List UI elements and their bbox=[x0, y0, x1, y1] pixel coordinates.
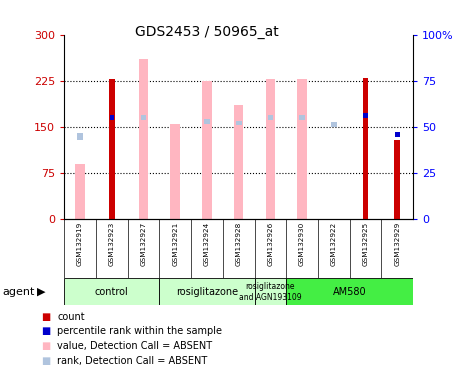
Text: count: count bbox=[57, 312, 85, 322]
Bar bbox=[159, 278, 255, 305]
Bar bbox=[109, 79, 115, 219]
Text: rosiglitazone: rosiglitazone bbox=[176, 287, 238, 297]
Text: AM580: AM580 bbox=[333, 287, 366, 297]
Bar bbox=[395, 132, 399, 137]
Bar bbox=[299, 115, 305, 120]
Bar bbox=[236, 121, 241, 126]
Text: ■: ■ bbox=[41, 312, 50, 322]
Bar bbox=[255, 278, 286, 305]
Bar bbox=[64, 278, 159, 305]
Text: ■: ■ bbox=[41, 341, 50, 351]
Bar bbox=[234, 105, 243, 219]
Bar bbox=[202, 81, 212, 219]
Bar bbox=[77, 134, 83, 138]
Bar bbox=[141, 115, 146, 120]
Text: ■: ■ bbox=[41, 326, 50, 336]
Text: GSM132922: GSM132922 bbox=[331, 222, 337, 266]
Text: value, Detection Call = ABSENT: value, Detection Call = ABSENT bbox=[57, 341, 213, 351]
Text: ▶: ▶ bbox=[37, 287, 45, 297]
Text: GDS2453 / 50965_at: GDS2453 / 50965_at bbox=[134, 25, 279, 39]
Text: rank, Detection Call = ABSENT: rank, Detection Call = ABSENT bbox=[57, 356, 207, 366]
Text: agent: agent bbox=[2, 287, 35, 297]
Bar bbox=[266, 79, 275, 219]
Text: rosiglitazone
and AGN193109: rosiglitazone and AGN193109 bbox=[239, 282, 302, 301]
Text: GSM132924: GSM132924 bbox=[204, 222, 210, 266]
Text: ■: ■ bbox=[41, 356, 50, 366]
Bar bbox=[75, 164, 85, 219]
Bar bbox=[77, 135, 83, 140]
Bar bbox=[139, 59, 148, 219]
Text: GSM132925: GSM132925 bbox=[363, 222, 369, 266]
Text: GSM132928: GSM132928 bbox=[235, 222, 242, 266]
Bar bbox=[110, 115, 114, 120]
Bar bbox=[268, 115, 273, 120]
Text: GSM132927: GSM132927 bbox=[140, 222, 146, 266]
Text: GSM132930: GSM132930 bbox=[299, 222, 305, 266]
Bar bbox=[204, 119, 210, 124]
Text: GSM132919: GSM132919 bbox=[77, 222, 83, 266]
Bar bbox=[170, 124, 180, 219]
Bar bbox=[286, 278, 413, 305]
Bar bbox=[363, 113, 368, 118]
Bar bbox=[331, 122, 336, 127]
Text: GSM132923: GSM132923 bbox=[109, 222, 115, 266]
Text: GSM132926: GSM132926 bbox=[268, 222, 274, 266]
Text: GSM132929: GSM132929 bbox=[394, 222, 400, 266]
Bar bbox=[297, 79, 307, 219]
Bar bbox=[363, 78, 369, 219]
Text: control: control bbox=[95, 287, 129, 297]
Text: GSM132921: GSM132921 bbox=[172, 222, 178, 266]
Bar bbox=[394, 140, 400, 219]
Text: percentile rank within the sample: percentile rank within the sample bbox=[57, 326, 222, 336]
